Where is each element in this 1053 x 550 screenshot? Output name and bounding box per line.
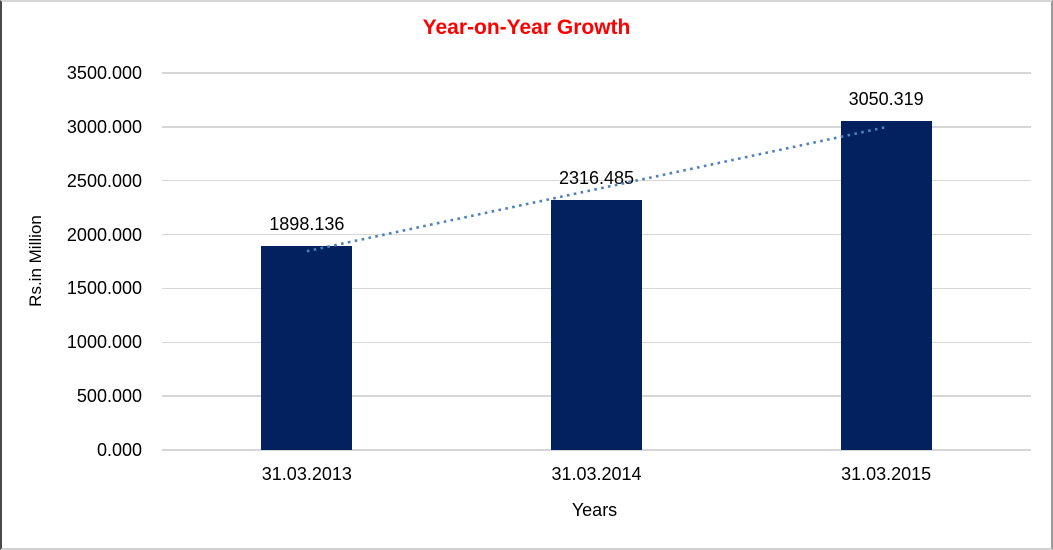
x-tick-label: 31.03.2013: [261, 464, 352, 484]
y-tick-label: 1000.000: [66, 332, 142, 353]
y-tick-label: 3000.000: [66, 116, 142, 137]
y-tick-label: 500.000: [76, 386, 142, 407]
x-tick-label: 31.03.2015: [841, 464, 932, 484]
x-axis-title: Years: [571, 500, 618, 520]
gridline: [162, 449, 1031, 451]
bar-value-label: 2316.485: [558, 168, 635, 189]
y-tick-label: 2000.000: [66, 224, 142, 245]
chart-title: Year-on-Year Growth: [422, 16, 631, 39]
y-tick-label: 3500.000: [66, 63, 142, 83]
bar-value-label: 3050.319: [848, 89, 924, 110]
bar-31.03.2014: [551, 200, 642, 450]
y-tick-label: 2500.000: [66, 170, 142, 191]
y-tick-label: 1500.000: [66, 278, 142, 299]
y-tick-label: 0.000: [96, 440, 142, 460]
bar-value-label: 1898.136: [269, 213, 345, 234]
gridline: [162, 72, 1031, 74]
bar-31.03.2013: [261, 245, 353, 450]
x-tick-label: 31.03.2014: [551, 464, 642, 484]
bar-31.03.2015: [840, 121, 932, 450]
